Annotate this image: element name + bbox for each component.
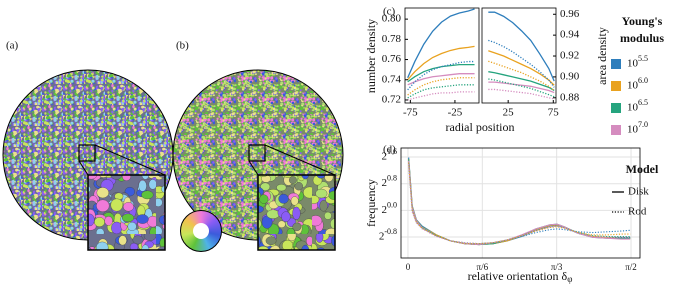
data-line [407,77,475,96]
data-line [408,162,631,245]
y2-tick-label: 0.96 [560,8,580,20]
data-line [488,50,555,86]
x-tick-label: π/2 [625,262,637,272]
data-line [408,164,631,245]
legend-label: 106.5 [627,98,648,114]
data-line [408,162,631,245]
data-line [488,11,555,82]
data-line [488,78,555,98]
data-line [407,45,475,81]
zoom-line [248,160,259,176]
x-tick-label: -25 [448,107,463,119]
y-tick-label: 0.78 [382,33,402,45]
x-tick-label: π/6 [477,262,489,272]
y-axis-label: number density [364,19,378,93]
legend-label: Disk [628,186,649,198]
data-line [408,159,631,246]
legend-swatch [611,59,621,69]
legend-swatch [611,103,621,113]
data-line [408,157,631,246]
y-tick-label: 0.76 [382,53,402,65]
zoom-line [94,144,166,176]
x-tick-label: -75 [403,107,418,119]
data-line [408,164,631,245]
zoom-inset [87,174,166,251]
panel-label: (a) [6,40,19,52]
data-line [407,73,475,86]
y-tick-label: 0.80 [382,13,402,25]
y-tick-label: 20.0 [382,200,398,216]
data-line [407,8,475,78]
y2-tick-label: 0.90 [560,70,580,82]
legend-title: modulus [620,31,664,45]
zoom-line [264,144,336,176]
y-axis-label: frequency [364,179,378,227]
color-wheel [180,210,222,252]
y-tick-label: 2-0.8 [379,227,397,243]
x-tick-label: 75 [548,107,560,119]
zoom-box [248,144,266,162]
plot-frame [481,7,557,104]
plot-frame [404,7,480,104]
data-line [488,88,555,100]
zoom-inset [257,174,336,251]
x-axis-label: radial position [446,120,515,134]
legend-label: 105.5 [627,54,648,70]
x-tick-label: 0 [406,262,411,272]
data-line [407,60,475,91]
legend-title: Young's [622,14,663,28]
plot-frame [400,147,641,259]
y-tick-label: 0.72 [382,93,401,105]
data-line [408,159,631,246]
y-tick-label: 20.8 [382,174,398,190]
legend-label: Rod [628,206,647,218]
data-line [488,71,555,92]
data-line [488,60,555,91]
x-axis-label-sub: φ [567,274,572,284]
y2-tick-label: 0.92 [560,50,579,62]
x-tick-label: 25 [503,107,515,119]
data-line [407,91,475,101]
panel-label: (c) [383,6,396,18]
legend-label: 106.0 [627,76,648,92]
data-line [488,81,555,94]
legend-label: 107.0 [627,120,648,136]
data-line [407,63,475,83]
y2-tick-label: 0.88 [560,91,580,103]
panel-label: (b) [176,40,189,52]
y-tick-label: 0.74 [382,73,402,85]
y2-tick-label: 0.94 [560,29,580,41]
x-tick-label: π/3 [551,262,563,272]
zoom-line [78,160,89,176]
panel-label: (d) [383,144,396,156]
legend-swatch [611,81,621,91]
y2-axis-label: area density [595,27,609,85]
legend-swatch [611,125,621,135]
data-line [408,160,631,246]
zoom-box [78,144,96,162]
data-line [407,84,475,99]
legend-title: Model [626,162,659,176]
x-axis-label: relative orientation δφ [468,269,573,284]
